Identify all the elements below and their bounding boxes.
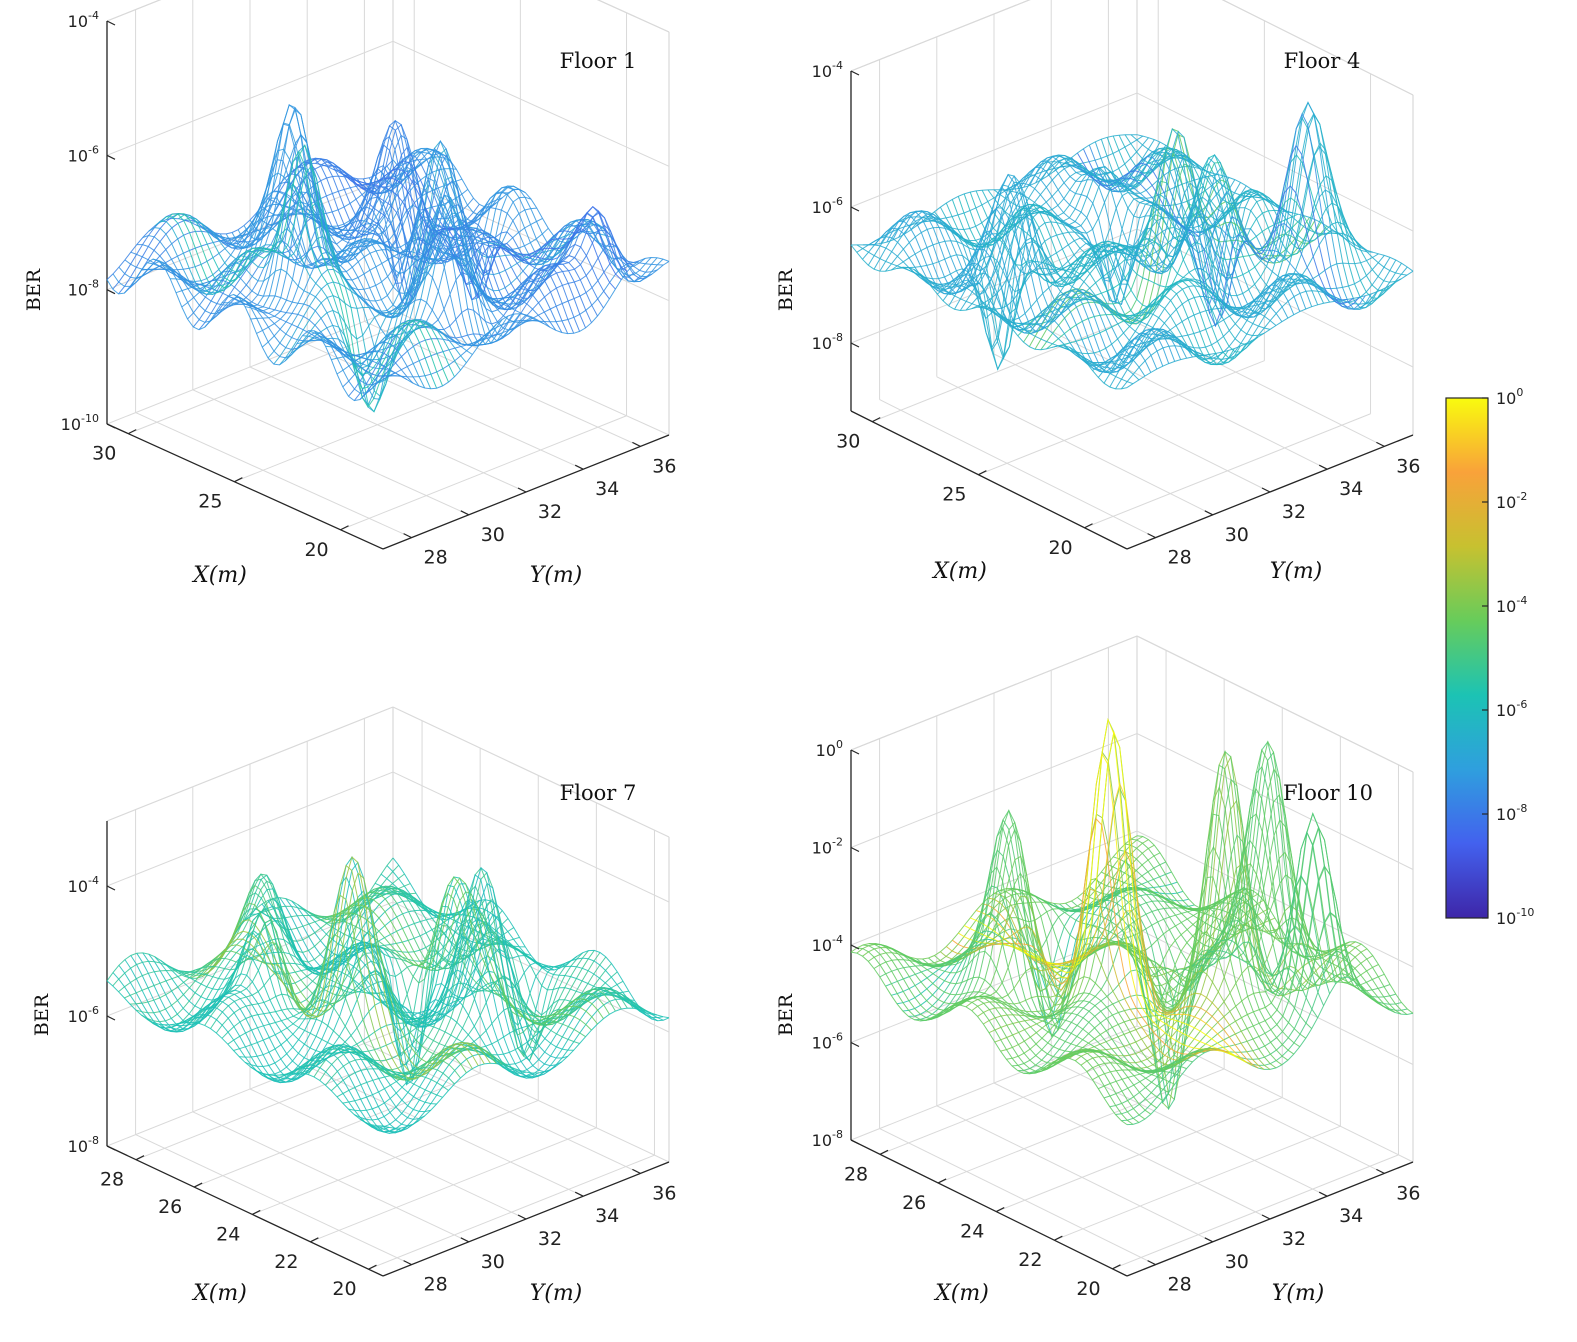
y-tick-label: 30: [1225, 1251, 1249, 1273]
colorbar-tick-label: 10-2: [1496, 490, 1527, 512]
colorbar-tick-label: 100: [1496, 386, 1523, 408]
axis-labels: Floor 4 X(m) Y(m) BER: [775, 49, 1360, 584]
x-tick-label: 28: [844, 1163, 868, 1185]
z-tick-label: 10-6: [812, 195, 843, 217]
x-axis-label: X(m): [933, 1281, 989, 1306]
tick-labels: 28 26 24 22 20 28 30 32 34 36 100 10-2 10-4 10-6 10-8: [812, 738, 1421, 1300]
z-tick-label: 10-8: [812, 1128, 843, 1150]
z-tick-label: 10-4: [812, 59, 843, 81]
y-tick-label: 28: [1168, 547, 1192, 569]
colorbar-tick-label: 10-4: [1496, 594, 1527, 616]
surface-mesh: [850, 101, 1414, 390]
panel-title: Floor 4: [1284, 49, 1361, 73]
axes-grid: [106, 0, 670, 539]
z-axis-label: BER: [775, 268, 797, 311]
z-axis-label: BER: [775, 993, 797, 1036]
y-tick-label: 34: [595, 478, 619, 500]
z-axis-label: BER: [23, 268, 45, 311]
x-tick-label: 24: [216, 1223, 240, 1245]
x-axis-label: X(m): [191, 1281, 247, 1306]
y-axis-label: Y(m): [1270, 559, 1323, 584]
panel-title: Floor 10: [1283, 781, 1373, 805]
colorbar-tick-label: 10-8: [1496, 802, 1527, 824]
x-tick-label: 20: [1048, 537, 1072, 559]
tick-labels: 28 26 24 22 20 28 30 32 34 36 10-4 10-6 10-8: [68, 874, 677, 1300]
z-tick-label: 10-10: [61, 412, 99, 434]
y-tick-label: 32: [1282, 501, 1306, 523]
y-tick-label: 30: [481, 524, 505, 546]
z-tick-label: 10-6: [812, 1031, 843, 1053]
x-tick-label: 20: [304, 539, 328, 561]
y-tick-label: 36: [1396, 455, 1420, 477]
x-tick-label: 25: [198, 491, 222, 513]
x-tick-label: 30: [92, 443, 116, 465]
y-tick-label: 32: [1282, 1228, 1306, 1250]
x-axis-label: X(m): [191, 563, 247, 588]
x-tick-label: 28: [100, 1169, 124, 1191]
axis-labels: Floor 7 X(m) Y(m) BER: [31, 781, 636, 1306]
y-tick-label: 32: [538, 501, 562, 523]
z-tick-label: 10-8: [68, 278, 99, 300]
x-tick-label: 24: [960, 1221, 984, 1243]
y-axis-label: Y(m): [530, 563, 583, 588]
colorbar-tick-label: 10-10: [1496, 906, 1534, 928]
x-tick-label: 22: [274, 1251, 298, 1273]
z-tick-label: 10-6: [68, 143, 99, 165]
x-tick-label: 20: [332, 1278, 356, 1300]
x-tick-label: 20: [1076, 1278, 1100, 1300]
y-tick-label: 34: [1339, 1205, 1363, 1227]
tick-labels: 30 25 20 28 30 32 34 36 10-4 10-6 10-8: [812, 59, 1421, 569]
colorbar-gradient: [1445, 397, 1489, 919]
y-tick-label: 36: [652, 1182, 676, 1204]
x-tick-label: 26: [902, 1192, 926, 1214]
y-tick-label: 28: [424, 1274, 448, 1296]
tick-labels: 30 25 20 28 30 32 34 36 10-4 10-6 10-8 10-10: [61, 9, 677, 569]
y-axis-label: Y(m): [530, 1281, 583, 1306]
y-tick-label: 36: [652, 455, 676, 477]
panel-title: Floor 7: [560, 781, 637, 805]
y-tick-label: 36: [1396, 1182, 1420, 1204]
axis-labels: Floor 1 X(m) Y(m) BER: [23, 49, 636, 588]
z-tick-label: 10-4: [812, 933, 843, 955]
surface-mesh: [850, 717, 1414, 1126]
z-tick-label: 10-4: [68, 874, 99, 896]
panel-title: Floor 1: [560, 49, 637, 73]
y-tick-label: 34: [1339, 478, 1363, 500]
axes-grid: [850, 635, 1414, 1270]
y-tick-label: 34: [595, 1205, 619, 1227]
axis-lines: [106, 21, 670, 550]
x-tick-label: 30: [836, 431, 860, 453]
z-tick-label: 10-8: [68, 1134, 99, 1156]
axis-lines: [850, 750, 1414, 1277]
x-tick-label: 22: [1018, 1249, 1042, 1271]
z-tick-label: 10-8: [812, 331, 843, 353]
z-axis-label: BER: [31, 993, 53, 1036]
y-tick-label: 28: [1168, 1274, 1192, 1296]
y-axis-label: Y(m): [1272, 1281, 1325, 1306]
z-tick-label: 10-6: [68, 1004, 99, 1026]
surface-panel-3: 28 26 24 22 20 28 30 32 34 36 10-4 10-6 10-8 Floor 7 X…: [31, 706, 677, 1306]
surface-mesh: [106, 856, 670, 1134]
axis-labels: Floor 10 X(m) Y(m) BER: [775, 781, 1373, 1306]
y-tick-label: 32: [538, 1228, 562, 1250]
z-tick-label: 10-2: [812, 836, 843, 858]
y-tick-label: 30: [1225, 524, 1249, 546]
surface-panel-2: 30 25 20 28 30 32 34 36 10-4 10-6 10-8 Floor 4 X(m) Y…: [775, 0, 1420, 584]
surface-mesh: [106, 104, 670, 413]
x-tick-label: 25: [942, 484, 966, 506]
z-tick-label: 10-4: [68, 9, 99, 31]
x-axis-label: X(m): [931, 559, 987, 584]
colorbar-tick-label: 10-6: [1496, 698, 1527, 720]
z-tick-label: 100: [816, 738, 843, 760]
x-tick-label: 26: [158, 1196, 182, 1218]
y-tick-label: 30: [481, 1251, 505, 1273]
colorbar: 100 10-2 10-4 10-6 10-8 10-10: [1445, 386, 1534, 928]
y-tick-label: 28: [424, 547, 448, 569]
